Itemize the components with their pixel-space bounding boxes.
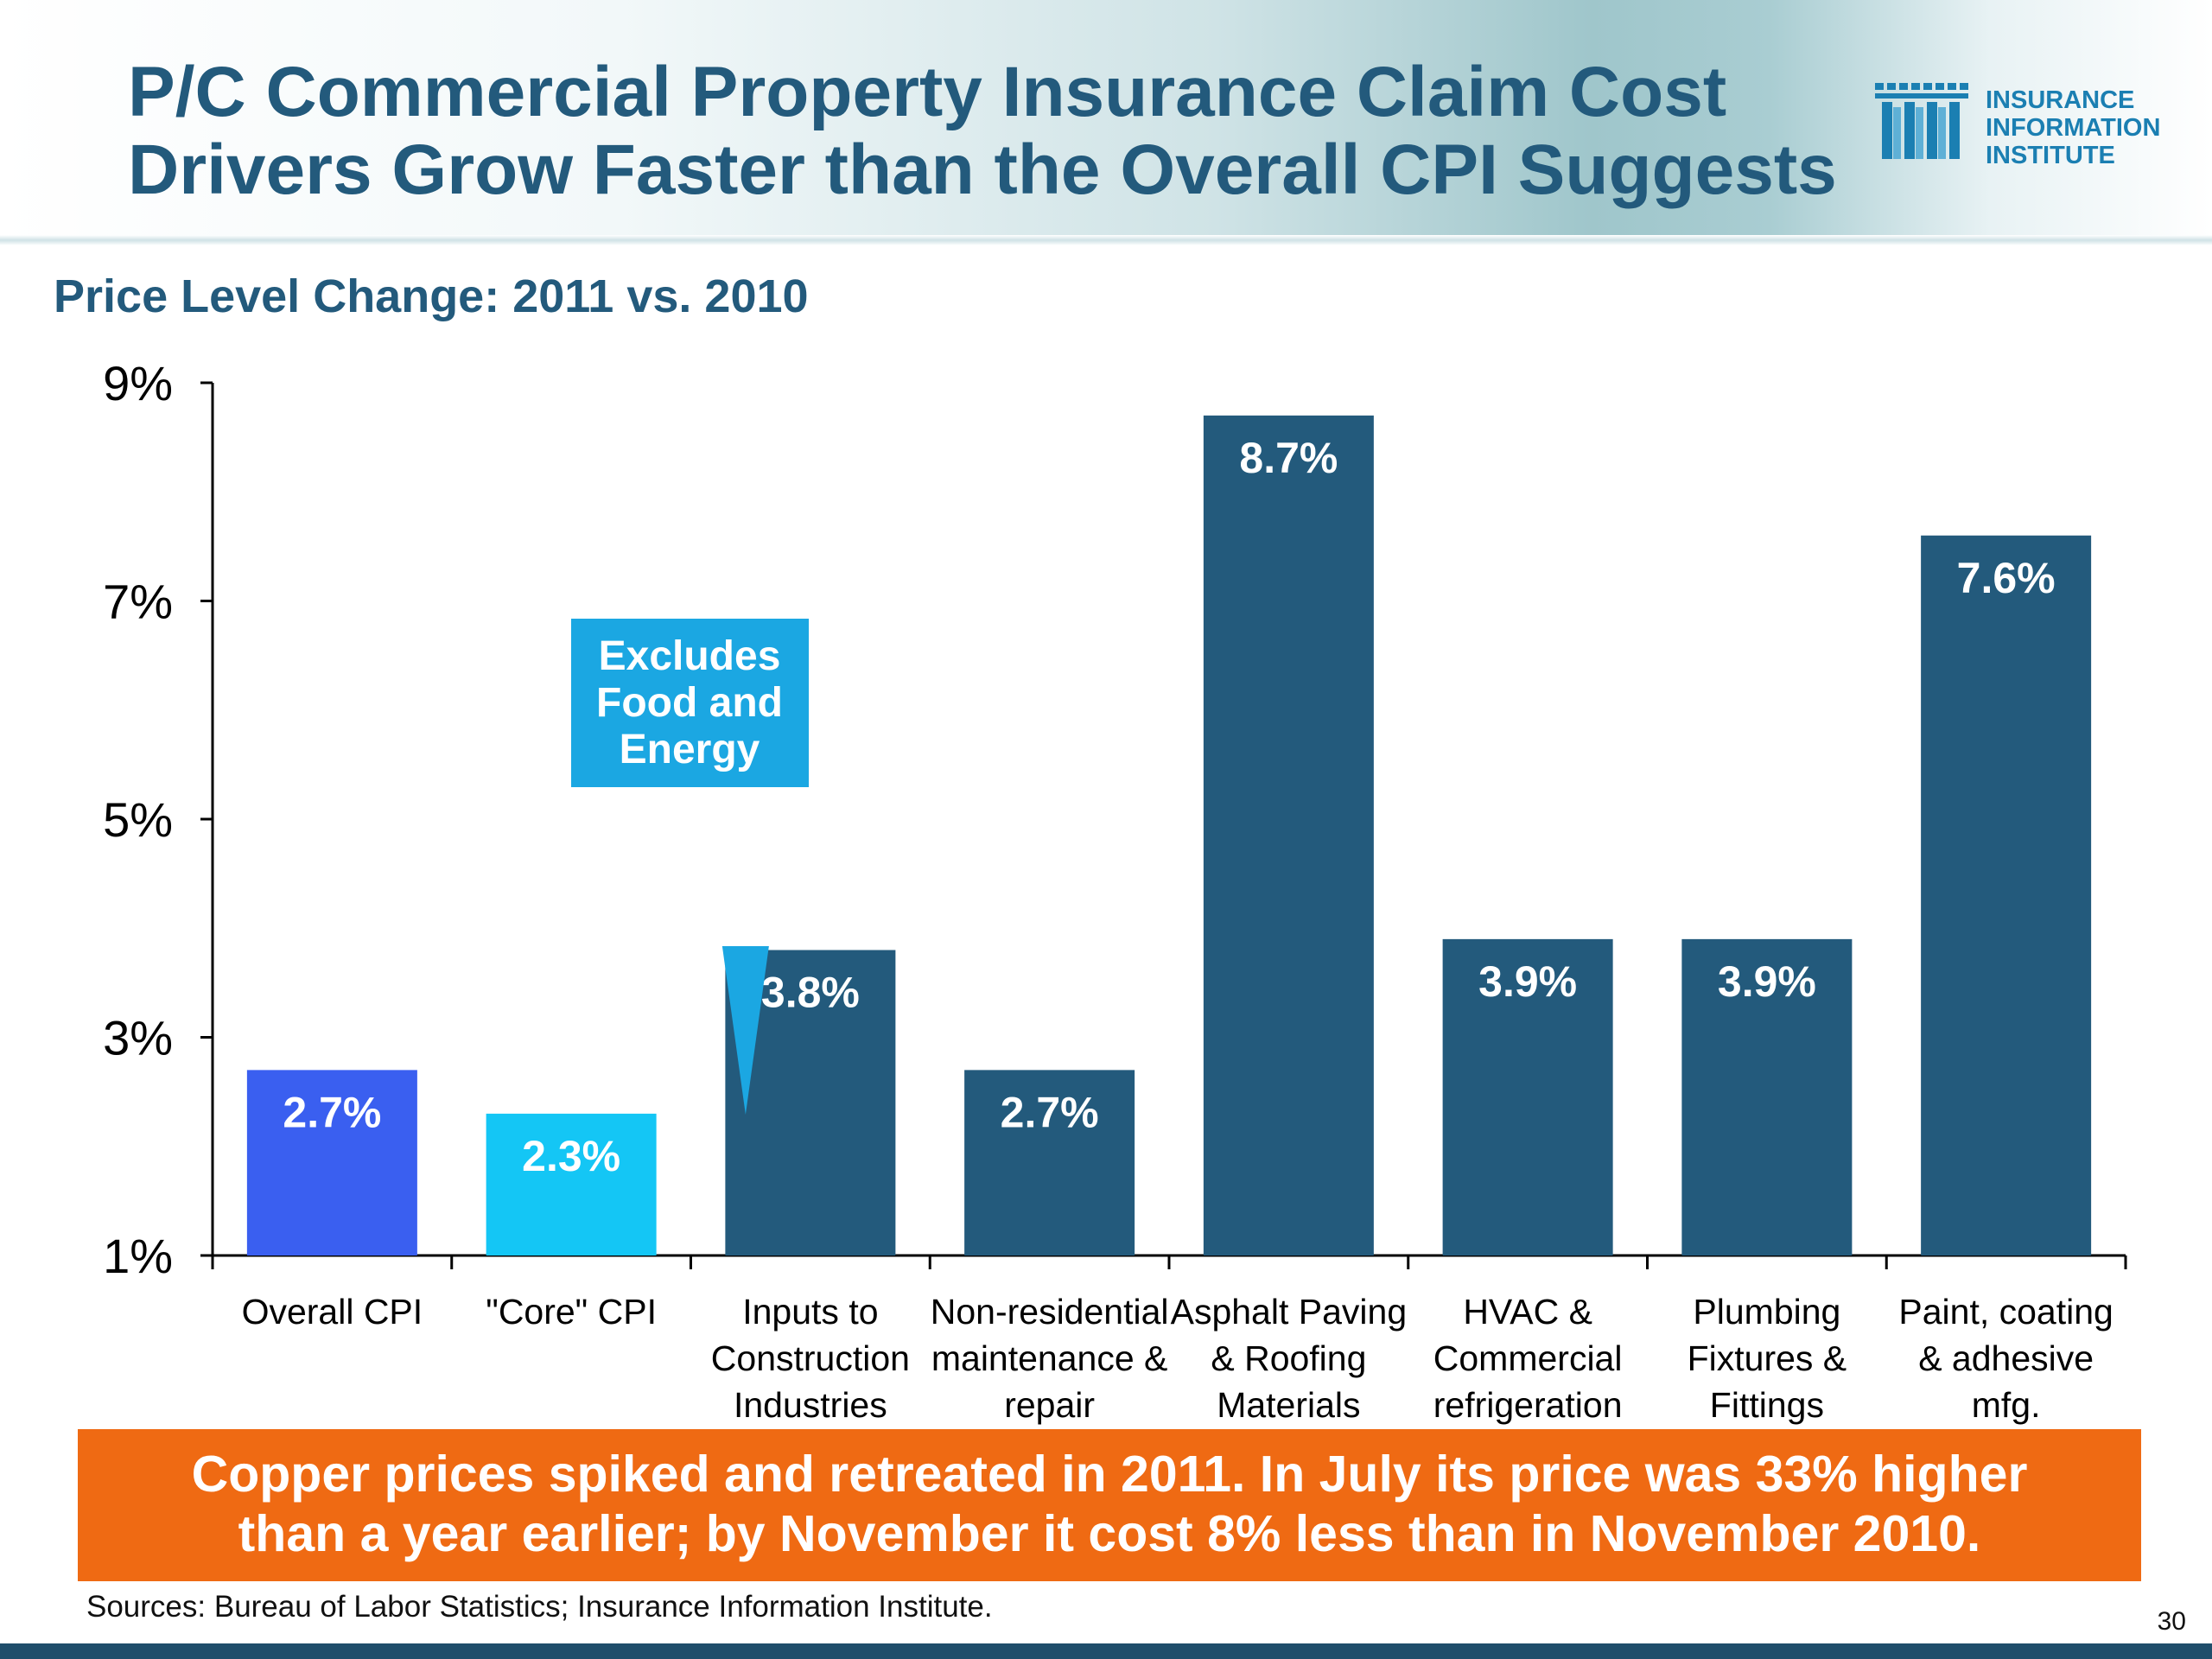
slide-title: P/C Commercial Property Insurance Claim … (128, 54, 1856, 209)
bar-value-label: 3.9% (1718, 957, 1816, 1006)
logo-mark-icon (1875, 83, 1968, 159)
footer-bar (0, 1643, 2212, 1659)
slide-title-line-2: Drivers Grow Faster than the Overall CPI… (128, 130, 1837, 209)
bar-value-label: 2.3% (522, 1132, 620, 1180)
copper-note-banner: Copper prices spiked and retreated in 20… (78, 1429, 2141, 1581)
bar (964, 1070, 1135, 1255)
bar-value-label: 8.7% (1239, 434, 1338, 482)
callout-text: Excludes Food and Energy (596, 633, 783, 772)
bar-chart: 1% 3% 5% 7% 9% 2.7% Overall CPI 2.3% "Core" CPI 3… (103, 356, 2127, 1425)
category-label: Non-residential maintenance & repair (931, 1292, 1169, 1425)
callout-box (571, 619, 809, 787)
logo-line-1: INSURANCE (1986, 86, 2135, 114)
bar-value-label: 3.8% (761, 969, 860, 1017)
y-tick-label: 9% (103, 356, 173, 410)
bar (1921, 535, 2092, 1255)
sources-note: Sources: Bureau of Labor Statistics; Ins… (86, 1590, 993, 1624)
y-tick-label: 3% (103, 1011, 173, 1065)
category-label: Overall CPI (242, 1292, 423, 1332)
category-label: HVAC & Commercial refrigeration (1433, 1292, 1623, 1425)
chart-title: Price Level Change: 2011 vs. 2010 (54, 270, 809, 322)
bar (486, 1113, 657, 1255)
banner-line-2: than a year earlier; by November it cost… (238, 1505, 1981, 1562)
y-tick-label: 5% (103, 792, 173, 847)
category-label: Inputs to Construction Industries (711, 1292, 910, 1425)
callout-pointer (721, 946, 769, 1115)
category-label: Plumbing Fixtures & Fittings (1688, 1292, 1847, 1425)
slide-title-line-1: P/C Commercial Property Insurance Claim … (128, 53, 1727, 131)
insurance-information-institute-logo (1875, 83, 1968, 159)
page-number: 30 (2157, 1607, 2186, 1636)
bar (1442, 938, 1613, 1255)
category-label: Paint, coating & adhesive mfg. (1898, 1292, 2113, 1425)
bar-value-label: 7.6% (1957, 554, 2056, 602)
bar-value-label: 2.7% (283, 1088, 381, 1136)
bar-value-label: 2.7% (1001, 1088, 1099, 1136)
bar (246, 1070, 417, 1255)
bar (1681, 938, 1853, 1255)
category-label: Asphalt Paving & Roofing Materials (1171, 1292, 1408, 1425)
bar-value-label: 3.9% (1478, 957, 1577, 1006)
logo-line-2: INFORMATION (1986, 114, 2161, 142)
category-label: "Core" CPI (486, 1292, 657, 1332)
y-tick-label: 1% (103, 1229, 173, 1283)
header-divider (0, 235, 2212, 245)
banner-line-1: Copper prices spiked and retreated in 20… (191, 1446, 2028, 1503)
header-band (0, 0, 2212, 242)
logo-wordmark: INSURANCE INFORMATION INSTITUTE (1986, 86, 2160, 169)
bar (1203, 415, 1374, 1255)
y-tick-label: 7% (103, 575, 173, 629)
logo-line-3: INSTITUTE (1986, 142, 2115, 169)
